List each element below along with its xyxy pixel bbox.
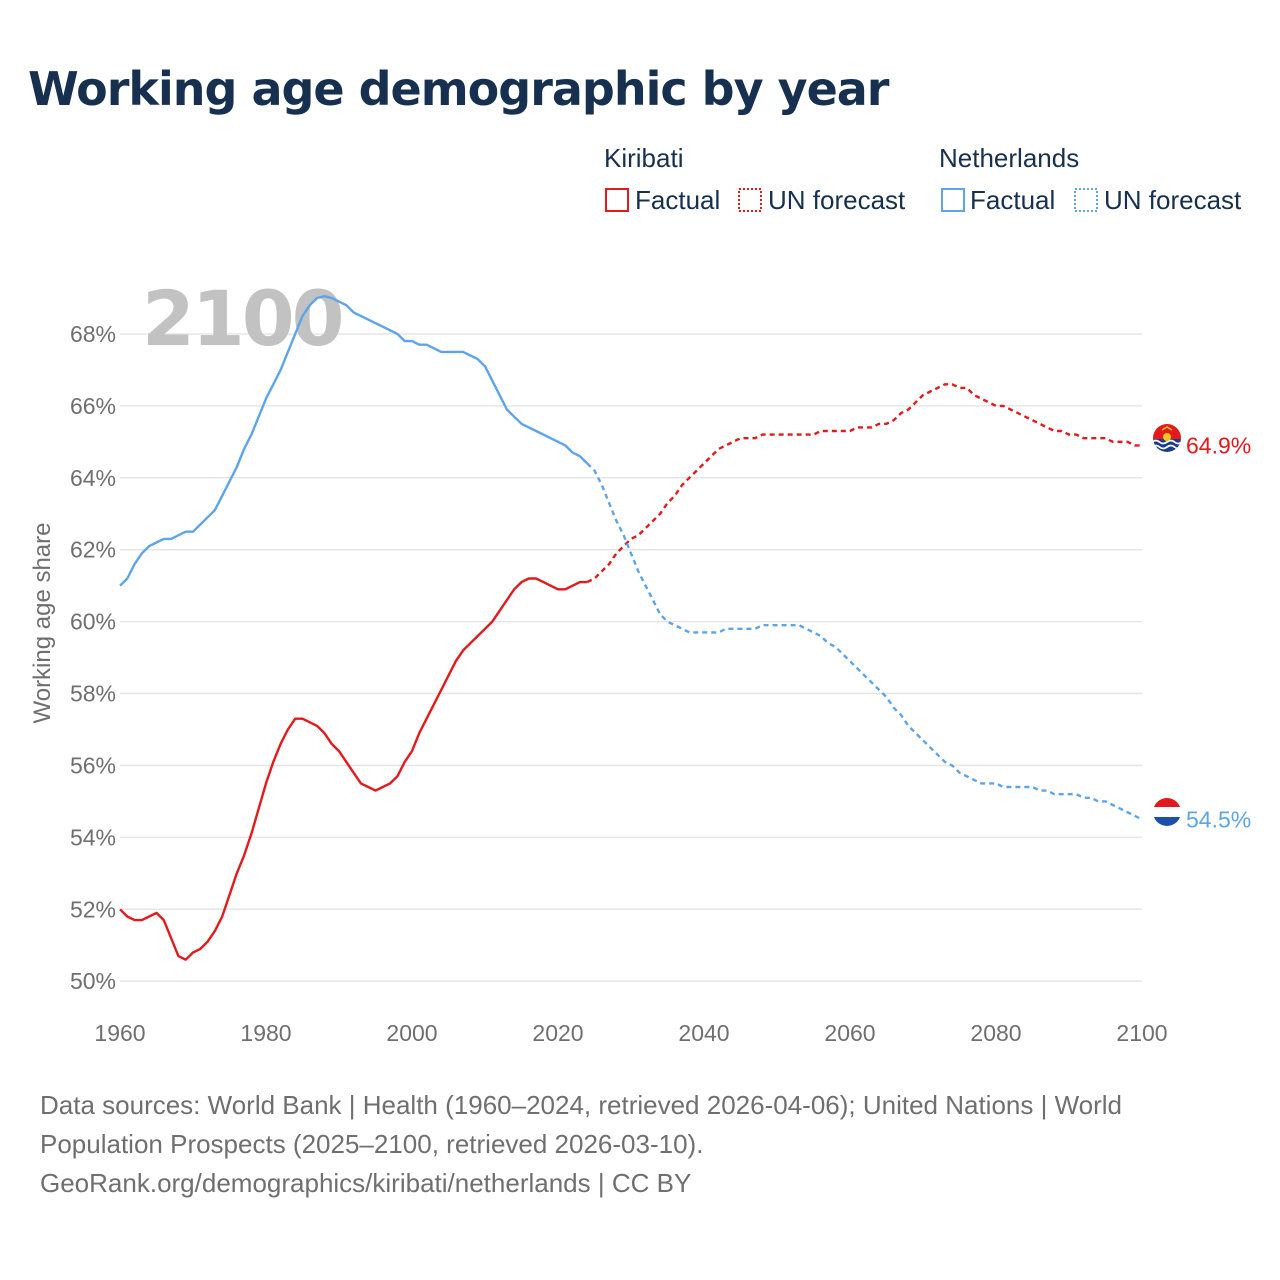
y-tick-label: 56% <box>70 752 116 778</box>
legend-label-netherlands-factual: Factual <box>970 185 1055 215</box>
netherlands-flag-icon <box>1153 798 1181 826</box>
x-tick-label: 2100 <box>1116 1020 1167 1046</box>
netherlands-factual-line <box>119 295 589 587</box>
grid-lines <box>120 333 1142 982</box>
end-markers: 64.9% 54.5% <box>1186 432 1251 832</box>
x-tick-label: 2060 <box>824 1020 875 1046</box>
series-lines <box>119 295 1143 961</box>
x-tick-label: 2000 <box>386 1020 437 1046</box>
footer-line: GeoRank.org/demographics/kiribati/nether… <box>40 1168 692 1198</box>
y-tick-label: 64% <box>70 465 116 491</box>
x-tick-label: 2020 <box>532 1020 583 1046</box>
footer-line: Population Prospects (2025–2100, retriev… <box>40 1129 704 1159</box>
x-axis-ticks: 1960 1980 2000 2020 2040 2060 2080 2100 <box>94 1020 1167 1046</box>
kiribati-forecast-line <box>586 383 1142 584</box>
y-tick-label: 58% <box>70 681 116 707</box>
kiribati-end-value-label: 64.9% <box>1186 432 1251 458</box>
footer-line: Data sources: World Bank | Health (1960–… <box>40 1090 1123 1120</box>
line-chart: 50% 52% 54% 56% 58% 60% 62% 64% 66% 68% 1960 1980 2… <box>29 143 1251 1046</box>
y-axis-ticks: 50% 52% 54% 56% 58% 60% 62% 64% 66% 68% <box>70 321 116 994</box>
page-title: Working age demographic by year <box>28 62 889 116</box>
netherlands-end-value-label: 54.5% <box>1186 806 1251 832</box>
y-tick-label: 62% <box>70 537 116 563</box>
y-tick-label: 54% <box>70 824 116 850</box>
kiribati-factual-line <box>119 577 588 961</box>
x-tick-label: 1980 <box>240 1020 291 1046</box>
y-tick-label: 60% <box>70 609 116 635</box>
legend-swatch-kiribati-forecast <box>738 188 762 212</box>
x-tick-label: 2080 <box>970 1020 1021 1046</box>
legend-label-kiribati-forecast: UN forecast <box>768 185 906 215</box>
legend: Kiribati Factual UN forecast Netherlands… <box>604 143 1242 215</box>
data-sources-footer: Data sources: World Bank | Health (1960–… <box>40 1086 1190 1203</box>
x-tick-label: 2040 <box>678 1020 729 1046</box>
legend-group-netherlands: Netherlands <box>939 143 1079 173</box>
y-tick-label: 66% <box>70 393 116 419</box>
y-axis-label: Working age share <box>29 523 56 724</box>
kiribati-flag-icon <box>1153 424 1181 452</box>
legend-group-kiribati: Kiribati <box>604 143 683 173</box>
legend-label-kiribati-factual: Factual <box>635 185 720 215</box>
y-tick-label: 50% <box>70 968 116 994</box>
netherlands-forecast-line <box>586 462 1143 821</box>
year-watermark: 2100 <box>142 274 342 363</box>
legend-swatch-netherlands-factual <box>941 188 965 212</box>
y-tick-label: 52% <box>70 896 116 922</box>
legend-swatch-kiribati-factual <box>605 188 629 212</box>
legend-swatch-netherlands-forecast <box>1074 188 1098 212</box>
legend-label-netherlands-forecast: UN forecast <box>1104 185 1242 215</box>
y-tick-label: 68% <box>70 321 116 347</box>
x-tick-label: 1960 <box>94 1020 145 1046</box>
